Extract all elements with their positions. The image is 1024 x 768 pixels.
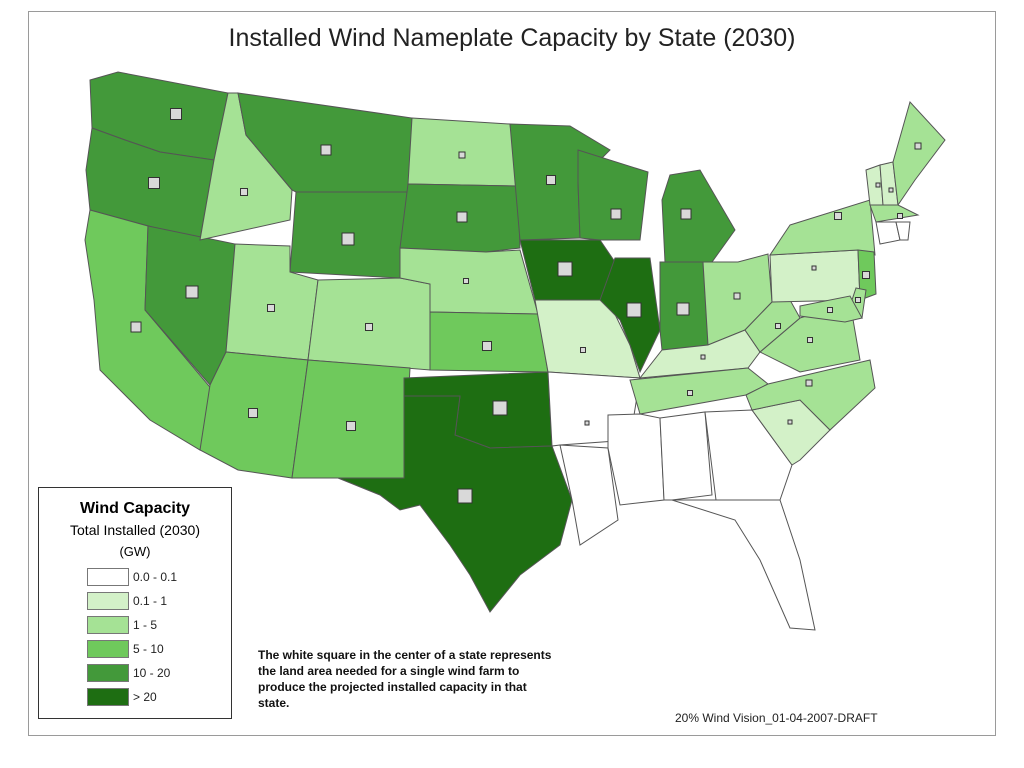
land-area-square-nm [346, 421, 356, 431]
land-area-square-nh [888, 187, 894, 193]
land-area-square-ky [700, 354, 706, 360]
legend-class: 1 - 5 [87, 613, 231, 637]
legend-class: > 20 [87, 685, 231, 709]
legend-class: 0.1 - 1 [87, 589, 231, 613]
land-area-square-az [248, 408, 258, 418]
land-area-square-ne [463, 278, 469, 284]
legend-title: Wind Capacity [79, 500, 191, 517]
land-area-square-mi [680, 208, 692, 220]
state-mo [534, 299, 641, 379]
land-area-square-sc [787, 419, 793, 425]
land-area-square-il [626, 302, 642, 318]
land-area-square-oh [733, 292, 741, 300]
land-area-square-wv [775, 323, 781, 329]
land-area-square-wy [341, 232, 355, 246]
legend-swatch [87, 688, 129, 706]
land-area-square-nv [185, 285, 199, 299]
legend-swatch [87, 664, 129, 682]
legend-class-label: 10 - 20 [133, 666, 171, 680]
land-area-square-pa [811, 265, 817, 271]
legend-swatch [87, 640, 129, 658]
land-area-square-or [148, 177, 160, 189]
land-area-square-tx [457, 488, 473, 504]
state-ma [869, 204, 920, 223]
legend-subtitle: Total Installed (2030) [70, 522, 200, 538]
state-nc [745, 359, 876, 431]
state-al [659, 411, 713, 501]
land-area-square-de [855, 297, 861, 303]
legend-class-label: 0.1 - 1 [133, 594, 168, 608]
land-area-square-ut [267, 304, 275, 312]
map-title: Installed Wind Nameplate Capacity by Sta… [228, 24, 796, 52]
land-area-square-in [676, 302, 690, 316]
legend-class: 0.0 - 0.1 [87, 565, 231, 589]
land-area-square-wa [170, 108, 182, 120]
legend-class-label: 5 - 10 [133, 642, 164, 656]
legend-swatch [87, 616, 129, 634]
land-area-square-nd [458, 151, 466, 159]
legend: Wind Capacity Total Installed (2030) (GW… [38, 487, 232, 719]
state-mi [661, 169, 736, 263]
land-area-square-wi [610, 208, 622, 220]
land-area-square-vt [875, 182, 881, 188]
state-wi [577, 149, 649, 241]
legend-swatch [87, 592, 129, 610]
land-area-square-md [827, 307, 833, 313]
legend-class: 10 - 20 [87, 661, 231, 685]
land-area-square-id [240, 188, 248, 196]
land-area-square-mn [546, 175, 556, 185]
state-la [559, 444, 619, 546]
land-area-square-ia [557, 261, 573, 277]
map-note: The white square in the center of a stat… [258, 648, 552, 710]
map-credit: 20% Wind Vision_01-04-2007-DRAFT [675, 711, 878, 725]
map-frame [28, 11, 996, 736]
state-pa [769, 249, 861, 303]
legend-class-label: > 20 [133, 690, 157, 704]
legend-swatch [87, 568, 129, 586]
land-area-square-mt [320, 144, 332, 156]
land-area-square-va [807, 337, 813, 343]
land-area-square-ma [897, 213, 903, 219]
state-ms [607, 413, 665, 506]
state-nm [291, 359, 411, 479]
state-ny [769, 199, 876, 256]
state-fl [671, 499, 816, 631]
state-wv [744, 299, 801, 353]
legend-units: (GW) [119, 544, 151, 559]
land-area-square-ar [584, 420, 590, 426]
land-area-square-me [914, 142, 922, 150]
land-area-square-tn [687, 390, 693, 396]
land-area-square-nc [805, 379, 813, 387]
legend-classes: 0.0 - 0.1 0.1 - 1 1 - 5 5 - 10 10 - 20 >… [87, 565, 231, 709]
legend-class: 5 - 10 [87, 637, 231, 661]
land-area-square-ks [482, 341, 492, 351]
land-area-square-nj [862, 271, 870, 279]
state-tx [337, 395, 573, 613]
land-area-square-ny [834, 212, 842, 220]
legend-class-label: 0.0 - 0.1 [133, 570, 178, 584]
state-ga [704, 409, 793, 501]
state-ri [895, 221, 911, 241]
legend-class-label: 1 - 5 [133, 618, 158, 632]
land-area-square-ca [130, 321, 142, 333]
land-area-square-sd [456, 211, 468, 223]
land-area-square-co [365, 323, 373, 331]
land-area-square-ok [492, 400, 508, 416]
state-me [892, 101, 946, 207]
land-area-square-mo [580, 347, 586, 353]
